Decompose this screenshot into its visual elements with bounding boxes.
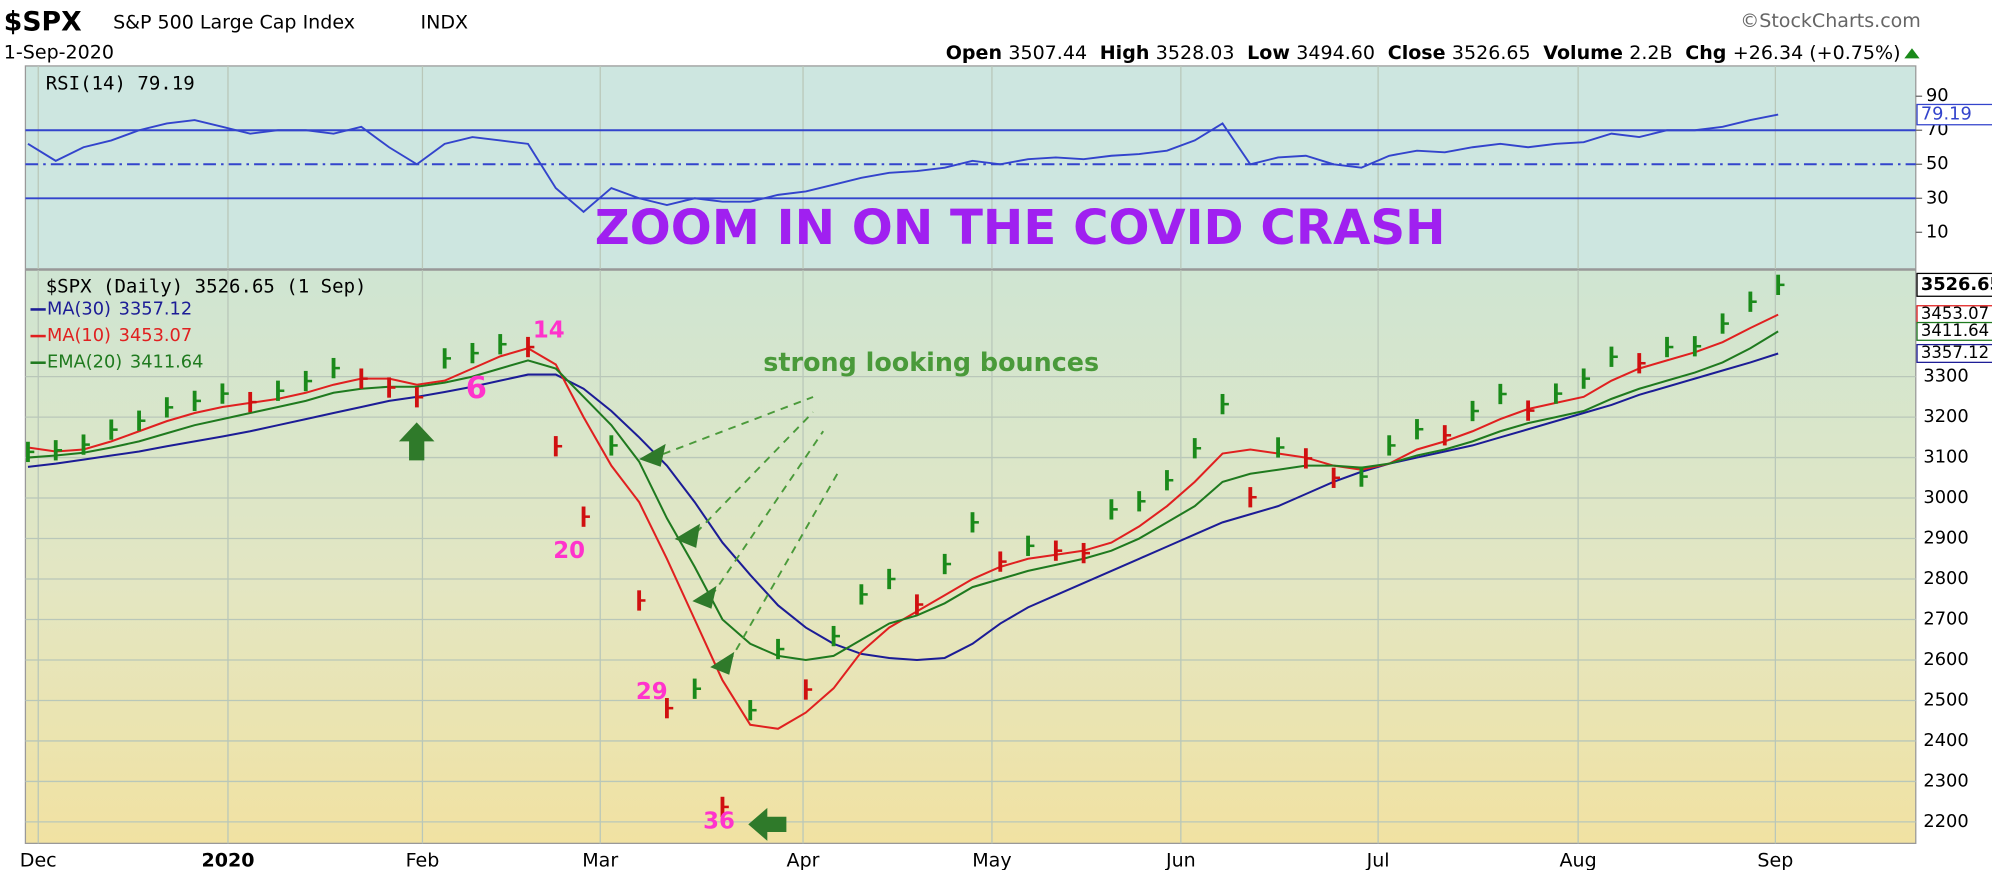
quote-value: 3494.60 (1296, 42, 1375, 64)
quote-label: Volume (1543, 42, 1623, 64)
price-bar (1415, 419, 1419, 440)
date: 1-Sep-2020 (4, 42, 114, 64)
value-tag-label: 3357.12 (1921, 343, 1989, 362)
y-tick-label: 30 (1926, 188, 1949, 208)
y-tick-label: 2300 (1923, 771, 1968, 791)
x-tick-label: Jul (1366, 850, 1390, 870)
bounce-lines (662, 396, 840, 663)
price-bar (1109, 499, 1114, 520)
legend-name: EMA(20) (47, 353, 122, 373)
legend-value: 3357.12 (119, 299, 193, 319)
buy-arrow (398, 422, 435, 461)
rsi-panel (24, 65, 1917, 270)
price-bar (526, 336, 530, 358)
moving-average (27, 330, 1779, 662)
annotation: strong looking bounces (763, 347, 1099, 377)
up-arrow (1904, 48, 1920, 59)
value-tag (1916, 343, 1992, 363)
legend-title: $SPX (Daily) 3526.65 (1 Sep) (46, 275, 367, 297)
annotation: 20 (553, 538, 585, 564)
legend-entry: EMA(20) 3411.64 (47, 353, 203, 373)
legend-entry: MA(30) 3357.12 (47, 299, 192, 319)
legend-value: 79.19 (137, 72, 194, 94)
quote-line: Open 3507.44 High 3528.03 Low 3494.60 Close 352… (946, 42, 1901, 64)
y-tick-label: 2600 (1923, 650, 1968, 670)
x-tick-label: May (972, 850, 1011, 870)
y-tick-label: 90 (1926, 86, 1949, 106)
x-tick-label: Dec (20, 850, 57, 870)
x-tick-label: 2020 (201, 850, 254, 870)
quote-value: 3526.65 (1452, 42, 1531, 64)
annotation: 29 (636, 679, 668, 705)
value-tag-label: 79.19 (1921, 105, 1972, 125)
legend-value: 3411.64 (130, 353, 204, 373)
value-tag (1916, 103, 1992, 126)
legend-entry: MA(10) 3453.07 (47, 326, 192, 346)
exchange: INDX (421, 11, 469, 33)
x-tick-label: Sep (1757, 850, 1793, 870)
quote-value: +26.34 (+0.75%) (1733, 42, 1901, 64)
x-tick-label: Aug (1560, 850, 1597, 870)
index-name: S&P 500 Large Cap Index (113, 11, 355, 33)
legend-date: (1 Sep) (286, 275, 366, 297)
x-tick-label: Feb (406, 850, 440, 870)
annotation: 36 (703, 808, 735, 834)
price-bar (109, 419, 114, 440)
legend-name: MA(10) (47, 326, 111, 346)
y-tick-label: 2200 (1923, 812, 1968, 832)
y-tick-label: 2900 (1923, 529, 1968, 549)
legend-entry: RSI(14) 79.19 (46, 72, 195, 94)
price-bar (581, 506, 586, 527)
legend-value: 3526.65 (195, 275, 275, 297)
value-tag-label: 3453.07 (1921, 304, 1989, 323)
price-bar (276, 380, 280, 401)
y-tick-label: 10 (1926, 222, 1949, 242)
legend-name: MA(30) (47, 299, 111, 319)
symbol: $SPX (4, 6, 82, 37)
bounce-arrowheads (639, 443, 735, 675)
quote-value: 3528.03 (1156, 42, 1235, 64)
quote-value: 3507.44 (1008, 42, 1087, 64)
y-tick-label: 3000 (1923, 488, 1968, 508)
y-tick-label: 3200 (1923, 407, 1968, 427)
y-tick-label: 2400 (1923, 731, 1968, 751)
legend-name: $SPX (Daily) (46, 275, 184, 297)
y-tick-label: 2800 (1923, 569, 1968, 589)
x-tick-label: Mar (582, 850, 618, 870)
y-tick-label: 50 (1926, 154, 1949, 174)
annotation: 6 (466, 371, 487, 406)
annotation: 14 (533, 318, 565, 344)
legend-name: RSI(14) (46, 72, 126, 94)
value-tag (1916, 321, 1992, 341)
y-tick-label: 2700 (1923, 610, 1968, 630)
quote-label: Low (1247, 42, 1290, 64)
annotation: ZOOM IN ON THE COVID CRASH (595, 200, 1446, 256)
quote-label: Open (946, 42, 1002, 64)
y-tick-label: 3100 (1923, 448, 1968, 468)
moving-average (27, 352, 1779, 661)
x-tick-label: Jun (1165, 850, 1196, 870)
quote-label: Chg (1685, 42, 1726, 64)
y-tick-label: 2500 (1923, 690, 1968, 710)
quote-label: Close (1388, 42, 1446, 64)
plot-layer: Dec 2020 Feb Mar Apr May Jun Jul Aug Sep103050709… (20, 65, 1992, 870)
quote-value: 2.2B (1629, 42, 1672, 64)
y-tick-label: 3300 (1923, 367, 1968, 387)
value-tag (1916, 272, 1992, 297)
source: ©StockCharts.com (1740, 10, 1921, 32)
legend-value: 3453.07 (119, 326, 193, 346)
x-tick-label: Apr (787, 850, 820, 870)
price-bar (1137, 491, 1142, 512)
rsi-line (27, 113, 1779, 214)
value-tag-label: 3411.64 (1921, 321, 1989, 340)
price-panel (24, 269, 1917, 845)
low-arrow (748, 807, 787, 841)
quote-label: High (1100, 42, 1150, 64)
value-tag-label: 3526.65 (1921, 275, 1992, 295)
price-bar (720, 796, 725, 818)
